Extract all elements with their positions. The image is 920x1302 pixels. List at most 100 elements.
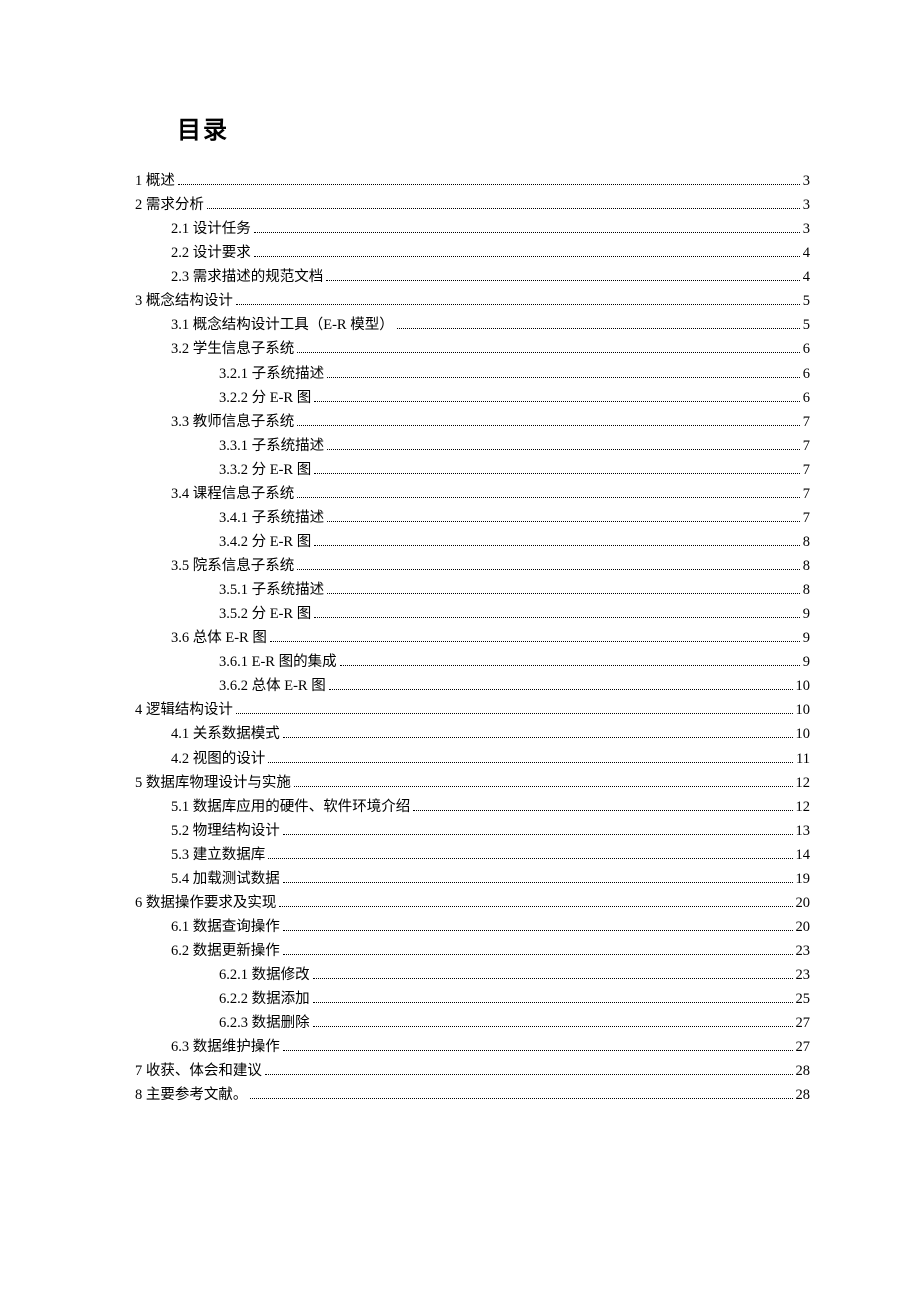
toc-leader-dots	[297, 344, 800, 354]
toc-leader-dots	[283, 1042, 793, 1052]
toc-entry-page: 11	[796, 747, 810, 771]
toc-entry-label: 6.2.1 数据修改	[219, 963, 310, 987]
toc-entry-label: 3.3.2 分 E-R 图	[219, 458, 311, 482]
toc-entry-page: 4	[803, 265, 810, 289]
toc-entry: 5.2 物理结构设计13	[135, 819, 810, 843]
toc-entry: 3.5.1 子系统描述 8	[135, 578, 810, 602]
toc-entry-label: 4 逻辑结构设计	[135, 698, 233, 722]
toc-entry-label: 3.3 教师信息子系统	[171, 410, 294, 434]
toc-entry-page: 20	[796, 915, 811, 939]
toc-entry-label: 8 主要参考文献。	[135, 1083, 247, 1107]
toc-entry-label: 3.6 总体 E-R 图	[171, 626, 267, 650]
toc-entry-label: 6.2.2 数据添加	[219, 987, 310, 1011]
toc-entry-page: 8	[803, 554, 810, 578]
toc-leader-dots	[268, 849, 792, 859]
toc-entry-label: 6.2.3 数据删除	[219, 1011, 310, 1035]
toc-leader-dots	[413, 801, 792, 811]
toc-entry-page: 13	[796, 819, 811, 843]
toc-entry-page: 8	[803, 578, 810, 602]
toc-entry-page: 5	[803, 289, 810, 313]
toc-leader-dots	[254, 223, 800, 233]
toc-entry-label: 6.2 数据更新操作	[171, 939, 280, 963]
toc-entry-label: 7 收获、体会和建议	[135, 1059, 262, 1083]
toc-entry: 3.3.2 分 E-R 图 7	[135, 458, 810, 482]
toc-entry-label: 6.1 数据查询操作	[171, 915, 280, 939]
toc-entry-page: 5	[803, 313, 810, 337]
toc-entry-label: 3.6.1 E-R 图的集成	[219, 650, 337, 674]
toc-entry: 3 概念结构设计 5	[135, 289, 810, 313]
toc-entry: 5.1 数据库应用的硬件、软件环境介绍 12	[135, 795, 810, 819]
toc-entry: 2.3 需求描述的规范文档 4	[135, 265, 810, 289]
toc-entry-page: 27	[796, 1011, 811, 1035]
toc-entry-page: 28	[796, 1059, 811, 1083]
toc-entry: 6.2.2 数据添加 25	[135, 987, 810, 1011]
toc-entry: 3.4 课程信息子系统7	[135, 482, 810, 506]
table-of-contents: 1 概述32 需求分析32.1 设计任务32.2 设计要求42.3 需求描述的规…	[135, 169, 810, 1107]
toc-entry: 3.6.1 E-R 图的集成 9	[135, 650, 810, 674]
toc-leader-dots	[178, 175, 800, 185]
toc-entry-page: 9	[803, 626, 810, 650]
toc-entry-page: 9	[803, 650, 810, 674]
toc-leader-dots	[283, 825, 793, 835]
toc-leader-dots	[297, 560, 800, 570]
toc-leader-dots	[268, 753, 793, 763]
toc-leader-dots	[254, 248, 800, 258]
toc-entry-label: 3.3.1 子系统描述	[219, 434, 324, 458]
toc-leader-dots	[283, 729, 793, 739]
toc-entry-page: 28	[796, 1083, 811, 1107]
toc-entry-label: 3.5.2 分 E-R 图	[219, 602, 311, 626]
toc-entry-label: 3 概念结构设计	[135, 289, 233, 313]
toc-entry-page: 3	[803, 217, 810, 241]
toc-leader-dots	[279, 897, 792, 907]
toc-entry: 3.3 教师信息子系统7	[135, 410, 810, 434]
toc-entry-page: 25	[796, 987, 811, 1011]
toc-entry-page: 6	[803, 337, 810, 361]
toc-entry-label: 3.2.2 分 E-R 图	[219, 386, 311, 410]
toc-entry-page: 7	[803, 482, 810, 506]
toc-leader-dots	[313, 1018, 793, 1028]
toc-entry: 7 收获、体会和建议 28	[135, 1059, 810, 1083]
toc-entry-page: 27	[796, 1035, 811, 1059]
toc-leader-dots	[327, 584, 800, 594]
toc-entry: 5.4 加载测试数据19	[135, 867, 810, 891]
toc-entry: 1 概述3	[135, 169, 810, 193]
toc-entry-label: 3.4.2 分 E-R 图	[219, 530, 311, 554]
toc-entry: 3.6 总体 E-R 图 9	[135, 626, 810, 650]
toc-entry-label: 2.3 需求描述的规范文档	[171, 265, 323, 289]
toc-entry-label: 2.1 设计任务	[171, 217, 251, 241]
toc-entry-label: 3.4.1 子系统描述	[219, 506, 324, 530]
toc-leader-dots	[270, 633, 800, 643]
toc-entry-page: 12	[796, 771, 811, 795]
toc-leader-dots	[236, 296, 800, 306]
toc-entry: 4.1 关系数据模式10	[135, 722, 810, 746]
toc-leader-dots	[327, 368, 800, 378]
toc-leader-dots	[327, 440, 800, 450]
toc-entry-label: 5.1 数据库应用的硬件、软件环境介绍	[171, 795, 410, 819]
toc-entry-label: 4.1 关系数据模式	[171, 722, 280, 746]
toc-entry-label: 5 数据库物理设计与实施	[135, 771, 291, 795]
toc-leader-dots	[314, 464, 800, 474]
toc-entry-page: 7	[803, 506, 810, 530]
toc-entry-label: 3.6.2 总体 E-R 图	[219, 674, 326, 698]
toc-entry-page: 7	[803, 458, 810, 482]
toc-leader-dots	[326, 272, 800, 282]
toc-entry-page: 8	[803, 530, 810, 554]
toc-entry-page: 3	[803, 193, 810, 217]
toc-entry-label: 6 数据操作要求及实现	[135, 891, 276, 915]
toc-entry-page: 12	[796, 795, 811, 819]
toc-entry: 3.2.2 分 E-R 图 6	[135, 386, 810, 410]
toc-title: 目录	[177, 110, 810, 145]
toc-entry: 3.2.1 子系统描述6	[135, 362, 810, 386]
toc-entry-label: 3.2 学生信息子系统	[171, 337, 294, 361]
toc-entry-page: 6	[803, 386, 810, 410]
toc-entry: 3.4.1 子系统描述 7	[135, 506, 810, 530]
toc-leader-dots	[329, 681, 793, 691]
toc-entry-label: 5.3 建立数据库	[171, 843, 265, 867]
toc-entry: 3.5.2 分 E-R 图9	[135, 602, 810, 626]
toc-entry-label: 2.2 设计要求	[171, 241, 251, 265]
toc-leader-dots	[236, 705, 793, 715]
toc-entry: 5 数据库物理设计与实施 12	[135, 771, 810, 795]
toc-entry-label: 3.5.1 子系统描述	[219, 578, 324, 602]
toc-entry: 3.6.2 总体 E-R 图10	[135, 674, 810, 698]
toc-entry-label: 1 概述	[135, 169, 175, 193]
